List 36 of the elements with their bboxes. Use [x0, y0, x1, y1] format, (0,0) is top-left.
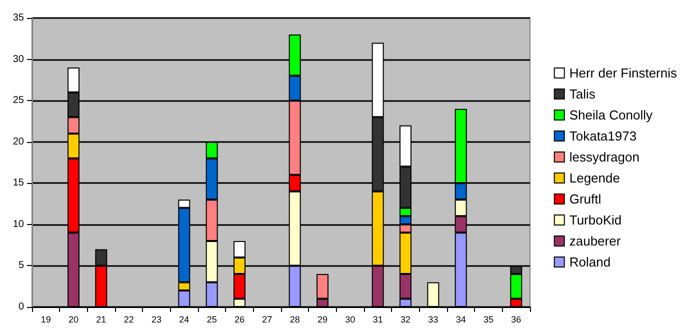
legend-label: Roland: [569, 254, 611, 270]
x-tick-label: 36: [511, 314, 522, 324]
x-tick-label: 35: [483, 314, 494, 324]
x-tick-label: 21: [96, 314, 106, 324]
x-tick-label: 23: [151, 314, 162, 324]
y-tick-label: 0: [18, 302, 24, 312]
x-tick-label: 30: [345, 314, 356, 324]
x-tick-label: 27: [262, 314, 272, 324]
y-tick-label: 20: [12, 136, 24, 148]
x-tick-label: 20: [68, 314, 79, 324]
x-tick-label: 34: [456, 314, 466, 324]
x-tick-label: 33: [428, 314, 438, 324]
x-tick-label: 22: [124, 314, 134, 324]
legend-label: Legende: [569, 170, 620, 186]
y-tick-label: 35: [12, 12, 24, 24]
y-tick-label: 30: [12, 54, 24, 65]
y-tick-label: 25: [12, 95, 24, 106]
legend-label: Sheila Conolly: [569, 108, 653, 122]
legend-label: Gruftl: [569, 192, 602, 206]
legend-label: Tokata1973: [569, 128, 637, 144]
legend-label: Herr der Finsternis: [569, 66, 678, 80]
x-tick-label: 25: [206, 314, 217, 324]
x-tick-label: 31: [372, 314, 383, 324]
x-tick-label: 32: [400, 314, 411, 324]
x-tick-label: 24: [179, 314, 190, 324]
x-tick-label: 19: [40, 314, 51, 324]
y-tick-label: 15: [12, 178, 24, 189]
y-tick-label: 10: [12, 218, 24, 230]
x-tick-label: 29: [317, 314, 328, 324]
legend-label: zauberer: [569, 234, 622, 248]
y-tick-label: 5: [18, 260, 24, 272]
legend-label: lessydragon: [569, 150, 640, 164]
x-tick-label: 26: [234, 314, 245, 324]
x-tick-label: 28: [290, 314, 300, 324]
legend-label: TurboKid: [569, 212, 622, 228]
legend-label: Talis: [569, 86, 596, 102]
